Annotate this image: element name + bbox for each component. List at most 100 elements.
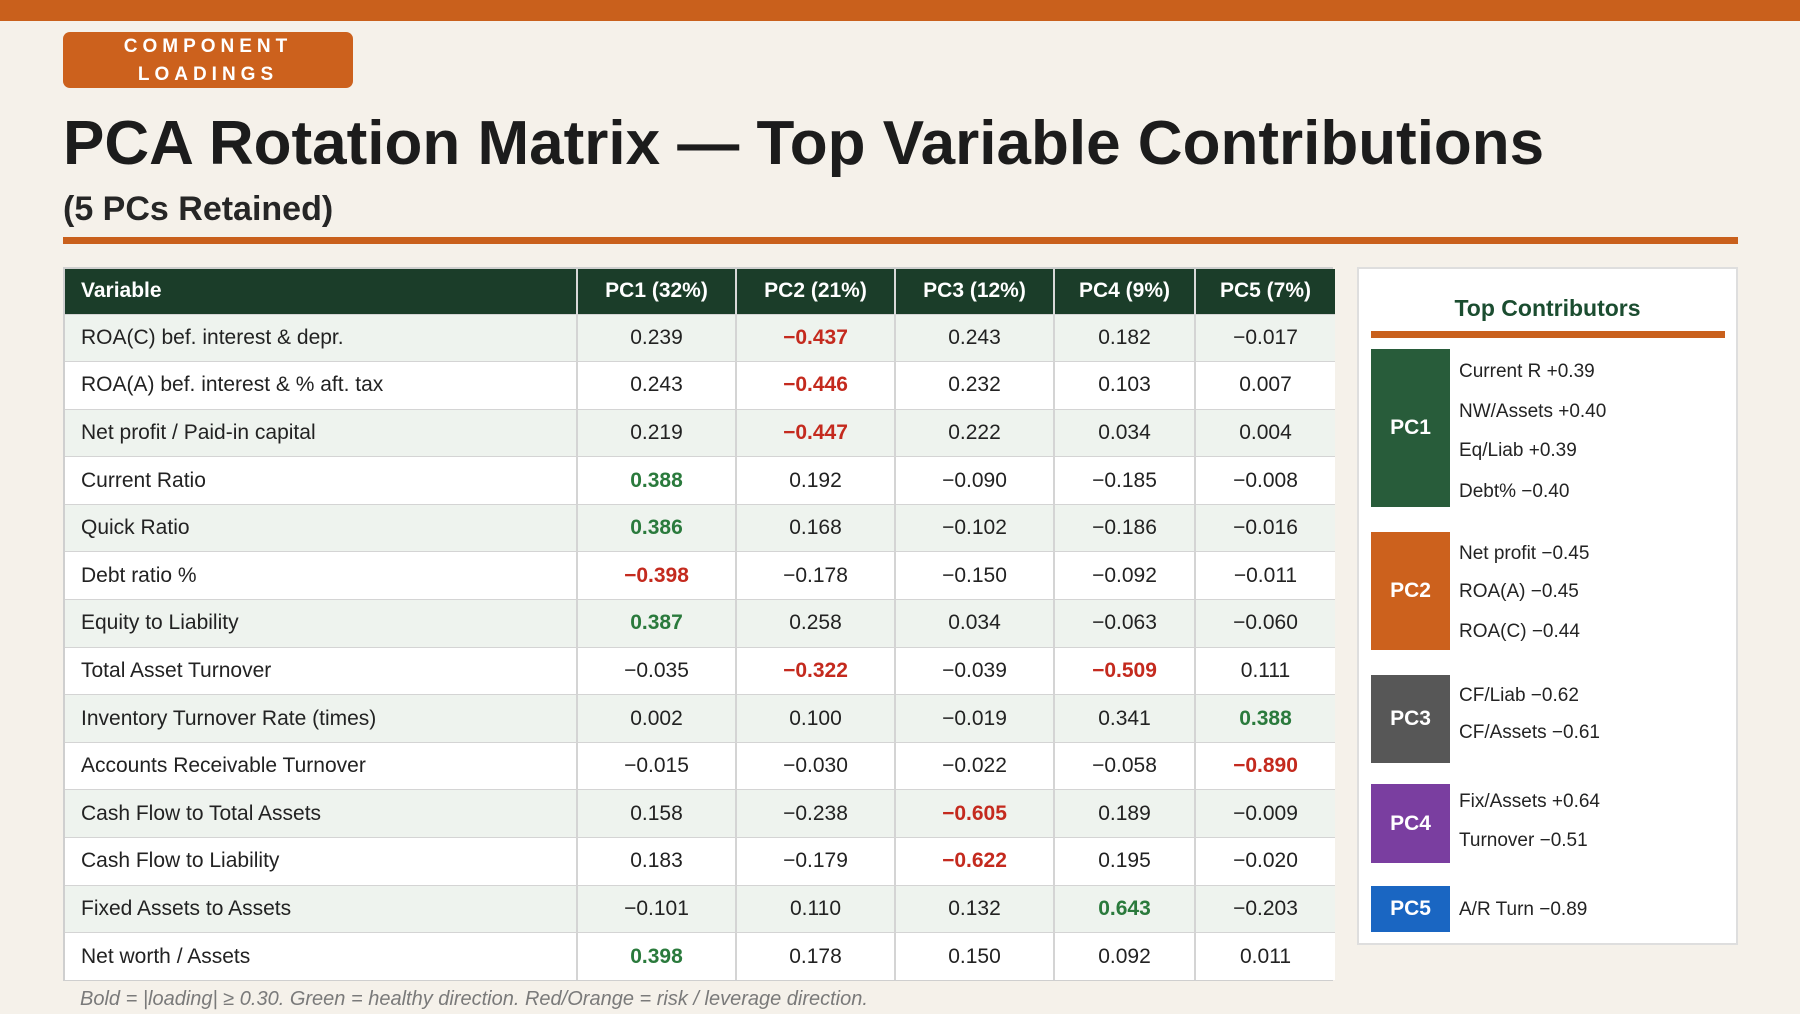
cell-pc2: 0.192 — [736, 456, 896, 505]
table-row: Equity to Liability 0.387 0.258 0.034 −0.063… — [65, 599, 1335, 648]
cell-pc3: −0.150 — [895, 551, 1055, 600]
cell-pc4: −0.509 — [1054, 646, 1196, 695]
cell-pc5: −0.020 — [1195, 837, 1335, 886]
pc2-item-1: Net profit −0.45 — [1459, 543, 1590, 564]
cell-pc3: −0.622 — [895, 837, 1055, 886]
pc3-item-1: CF/Liab −0.62 — [1459, 685, 1579, 706]
cell-pc4: −0.186 — [1054, 503, 1196, 552]
cell-variable: Inventory Turnover Rate (times) — [65, 694, 578, 743]
cell-pc1: 0.158 — [577, 789, 737, 838]
cell-pc1: 0.386 — [577, 503, 737, 552]
cell-pc2: −0.446 — [736, 361, 896, 410]
section-tag-line2: LOADINGS — [137, 64, 279, 85]
cell-variable: Debt ratio % — [65, 551, 578, 600]
column-header-pc3: PC3 (12%) — [895, 269, 1055, 314]
cell-variable: Equity to Liability — [65, 599, 578, 648]
cell-pc1: −0.015 — [577, 741, 737, 790]
cell-pc1: 0.239 — [577, 313, 737, 362]
cell-pc5: −0.011 — [1195, 551, 1335, 600]
cell-pc1: 0.387 — [577, 599, 737, 648]
cell-pc5: −0.009 — [1195, 789, 1335, 838]
top-contributors-panel: Top Contributors PC1 Current R +0.39 NW/… — [1357, 267, 1738, 945]
column-header-pc2: PC2 (21%) — [736, 269, 896, 314]
cell-pc2: −0.178 — [736, 551, 896, 600]
column-header-pc5: PC5 (7%) — [1195, 269, 1335, 314]
pc1-item-2: NW/Assets +0.40 — [1459, 401, 1607, 422]
cell-pc3: 0.132 — [895, 884, 1055, 933]
panel-title: Top Contributors — [1454, 295, 1641, 321]
cell-pc4: 0.341 — [1054, 694, 1196, 743]
title-divider — [63, 237, 1738, 244]
cell-pc5: 0.388 — [1195, 694, 1335, 743]
section-tag-line1: COMPONENT — [123, 36, 293, 57]
cell-pc4: 0.092 — [1054, 932, 1196, 981]
loadings-table-container: Variable PC1 (32%) PC2 (21%) PC3 (12%) P… — [63, 267, 1335, 981]
cell-pc3: −0.102 — [895, 503, 1055, 552]
cell-pc2: 0.178 — [736, 932, 896, 981]
table-row: Cash Flow to Total Assets 0.158 −0.238 −0.6… — [65, 789, 1335, 838]
cell-pc2: −0.030 — [736, 741, 896, 790]
cell-variable: Current Ratio — [65, 456, 578, 505]
pc5-badge: PC5 — [1371, 886, 1450, 932]
cell-variable: Net worth / Assets — [65, 932, 578, 981]
cell-pc4: 0.103 — [1054, 361, 1196, 410]
loadings-table: Variable PC1 (32%) PC2 (21%) PC3 (12%) P… — [65, 269, 1335, 981]
cell-pc2: 0.258 — [736, 599, 896, 648]
cell-pc1: −0.101 — [577, 884, 737, 933]
cell-pc1: −0.398 — [577, 551, 737, 600]
cell-pc5: −0.890 — [1195, 741, 1335, 790]
cell-pc1: −0.035 — [577, 646, 737, 695]
cell-pc5: −0.203 — [1195, 884, 1335, 933]
cell-pc3: −0.605 — [895, 789, 1055, 838]
cell-pc5: −0.016 — [1195, 503, 1335, 552]
column-header-pc1: PC1 (32%) — [577, 269, 737, 314]
cell-variable: Accounts Receivable Turnover — [65, 741, 578, 790]
cell-pc1: 0.002 — [577, 694, 737, 743]
cell-pc3: −0.022 — [895, 741, 1055, 790]
cell-pc5: 0.007 — [1195, 361, 1335, 410]
pc4-badge: PC4 — [1371, 784, 1450, 863]
panel-divider — [1371, 331, 1725, 338]
column-header-variable: Variable — [65, 269, 578, 314]
cell-pc1: 0.243 — [577, 361, 737, 410]
cell-pc1: 0.398 — [577, 932, 737, 981]
table-row: Net profit / Paid-in capital 0.219 −0.447 0… — [65, 408, 1335, 457]
pc2-item-3: ROA(C) −0.44 — [1459, 621, 1580, 642]
pc1-item-4: Debt% −0.40 — [1459, 481, 1570, 502]
page-title: PCA Rotation Matrix — Top Variable Contr… — [63, 109, 1545, 178]
pc1-item-1: Current R +0.39 — [1459, 361, 1595, 382]
table-row: Net worth / Assets 0.398 0.178 0.150 0.092 0.… — [65, 932, 1335, 981]
cell-variable: Net profit / Paid-in capital — [65, 408, 578, 457]
cell-pc4: −0.185 — [1054, 456, 1196, 505]
cell-pc5: 0.111 — [1195, 646, 1335, 695]
cell-variable: Fixed Assets to Assets — [65, 884, 578, 933]
cell-pc2: −0.179 — [736, 837, 896, 886]
cell-pc2: 0.100 — [736, 694, 896, 743]
cell-pc2: −0.447 — [736, 408, 896, 457]
table-row: Quick Ratio 0.386 0.168 −0.102 −0.186 −0.016 — [65, 503, 1335, 552]
cell-pc5: −0.060 — [1195, 599, 1335, 648]
cell-pc4: −0.058 — [1054, 741, 1196, 790]
column-header-pc4: PC4 (9%) — [1054, 269, 1196, 314]
cell-variable: Cash Flow to Total Assets — [65, 789, 578, 838]
pc2-badge: PC2 — [1371, 532, 1450, 650]
cell-pc3: 0.150 — [895, 932, 1055, 981]
cell-pc2: 0.168 — [736, 503, 896, 552]
cell-pc5: 0.011 — [1195, 932, 1335, 981]
section-tag: COMPONENT LOADINGS — [63, 32, 353, 88]
cell-variable: ROA(C) bef. interest & depr. — [65, 313, 578, 362]
pc3-item-2: CF/Assets −0.61 — [1459, 722, 1600, 743]
table-row: ROA(A) bef. interest & % aft. tax 0.243 −0… — [65, 361, 1335, 410]
cell-pc4: 0.643 — [1054, 884, 1196, 933]
cell-pc1: 0.388 — [577, 456, 737, 505]
pc5-item-1: A/R Turn −0.89 — [1459, 899, 1588, 920]
cell-variable: Cash Flow to Liability — [65, 837, 578, 886]
cell-pc4: −0.092 — [1054, 551, 1196, 600]
cell-variable: Total Asset Turnover — [65, 646, 578, 695]
page-subtitle: (5 PCs Retained) — [63, 190, 334, 228]
cell-pc4: 0.034 — [1054, 408, 1196, 457]
pc4-item-1: Fix/Assets +0.64 — [1459, 791, 1600, 812]
table-row: Current Ratio 0.388 0.192 −0.090 −0.185 −0.00… — [65, 456, 1335, 505]
cell-pc2: −0.322 — [736, 646, 896, 695]
cell-pc3: −0.090 — [895, 456, 1055, 505]
